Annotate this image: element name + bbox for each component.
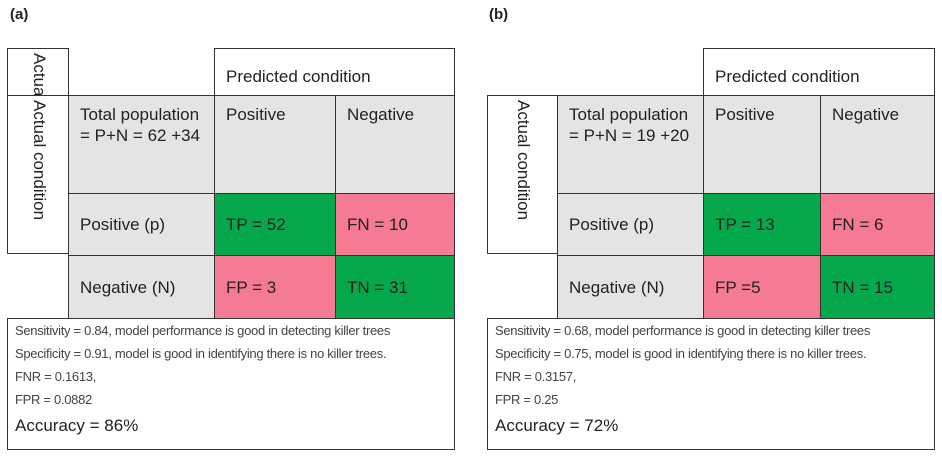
specificity-text: Specificity = 0.91, model is good in ide… xyxy=(15,346,387,361)
actual-negative-label: Negative (N) xyxy=(557,255,704,319)
true-negative-cell: TN = 31 xyxy=(335,255,455,319)
total-population-cell: Total population = P+N = 62 +34 xyxy=(68,95,215,194)
actual-negative-label: Negative (N) xyxy=(68,255,215,319)
predicted-positive-header: Positive xyxy=(703,95,821,194)
false-positive-cell: FP = 3 xyxy=(214,255,336,319)
metrics-notes: Sensitivity = 0.84, model performance is… xyxy=(7,318,455,450)
predicted-positive-header: Positive xyxy=(214,95,336,194)
confusion-matrix-a: Predicted condition Actual condition Tot… xyxy=(7,48,455,450)
false-negative-cell: FN = 6 xyxy=(820,193,935,256)
fpr-text: FPR = 0.25 xyxy=(495,392,559,407)
true-positive-cell: TP = 52 xyxy=(214,193,336,256)
total-population-cell: Total population = P+N = 19 +20 xyxy=(557,95,704,194)
accuracy-text: Accuracy = 72% xyxy=(495,416,619,435)
actual-condition-box: Actual condition xyxy=(7,95,69,254)
fnr-text: FNR = 0.3157, xyxy=(495,369,577,384)
sensitivity-text: Sensitivity = 0.84, model performance is… xyxy=(15,323,391,338)
false-negative-cell: FN = 10 xyxy=(335,193,455,256)
panel-b-label: (b) xyxy=(489,6,509,23)
specificity-text: Specificity = 0.75, model is good in ide… xyxy=(495,346,867,361)
accuracy-text: Accuracy = 86% xyxy=(15,416,139,435)
panel-a-label: (a) xyxy=(10,6,29,23)
confusion-matrix-b: Predicted condition Total population = P… xyxy=(487,48,935,450)
predicted-condition-header: Predicted condition xyxy=(703,48,935,96)
fnr-text: FNR = 0.1613, xyxy=(15,369,97,384)
actual-condition-box: Actual condition xyxy=(487,95,558,254)
sensitivity-text: Sensitivity = 0.68, model performance is… xyxy=(495,323,871,338)
predicted-condition-header: Predicted condition xyxy=(214,48,455,96)
predicted-negative-header: Negative xyxy=(335,95,455,194)
false-positive-cell: FP =5 xyxy=(703,255,821,319)
fpr-text: FPR = 0.0882 xyxy=(15,392,92,407)
predicted-negative-header: Negative xyxy=(820,95,935,194)
true-negative-cell: TN = 15 xyxy=(820,255,935,319)
actual-positive-label: Positive (p) xyxy=(68,193,215,256)
metrics-notes: Sensitivity = 0.68, model performance is… xyxy=(487,318,935,450)
actual-positive-label: Positive (p) xyxy=(557,193,704,256)
true-positive-cell: TP = 13 xyxy=(703,193,821,256)
